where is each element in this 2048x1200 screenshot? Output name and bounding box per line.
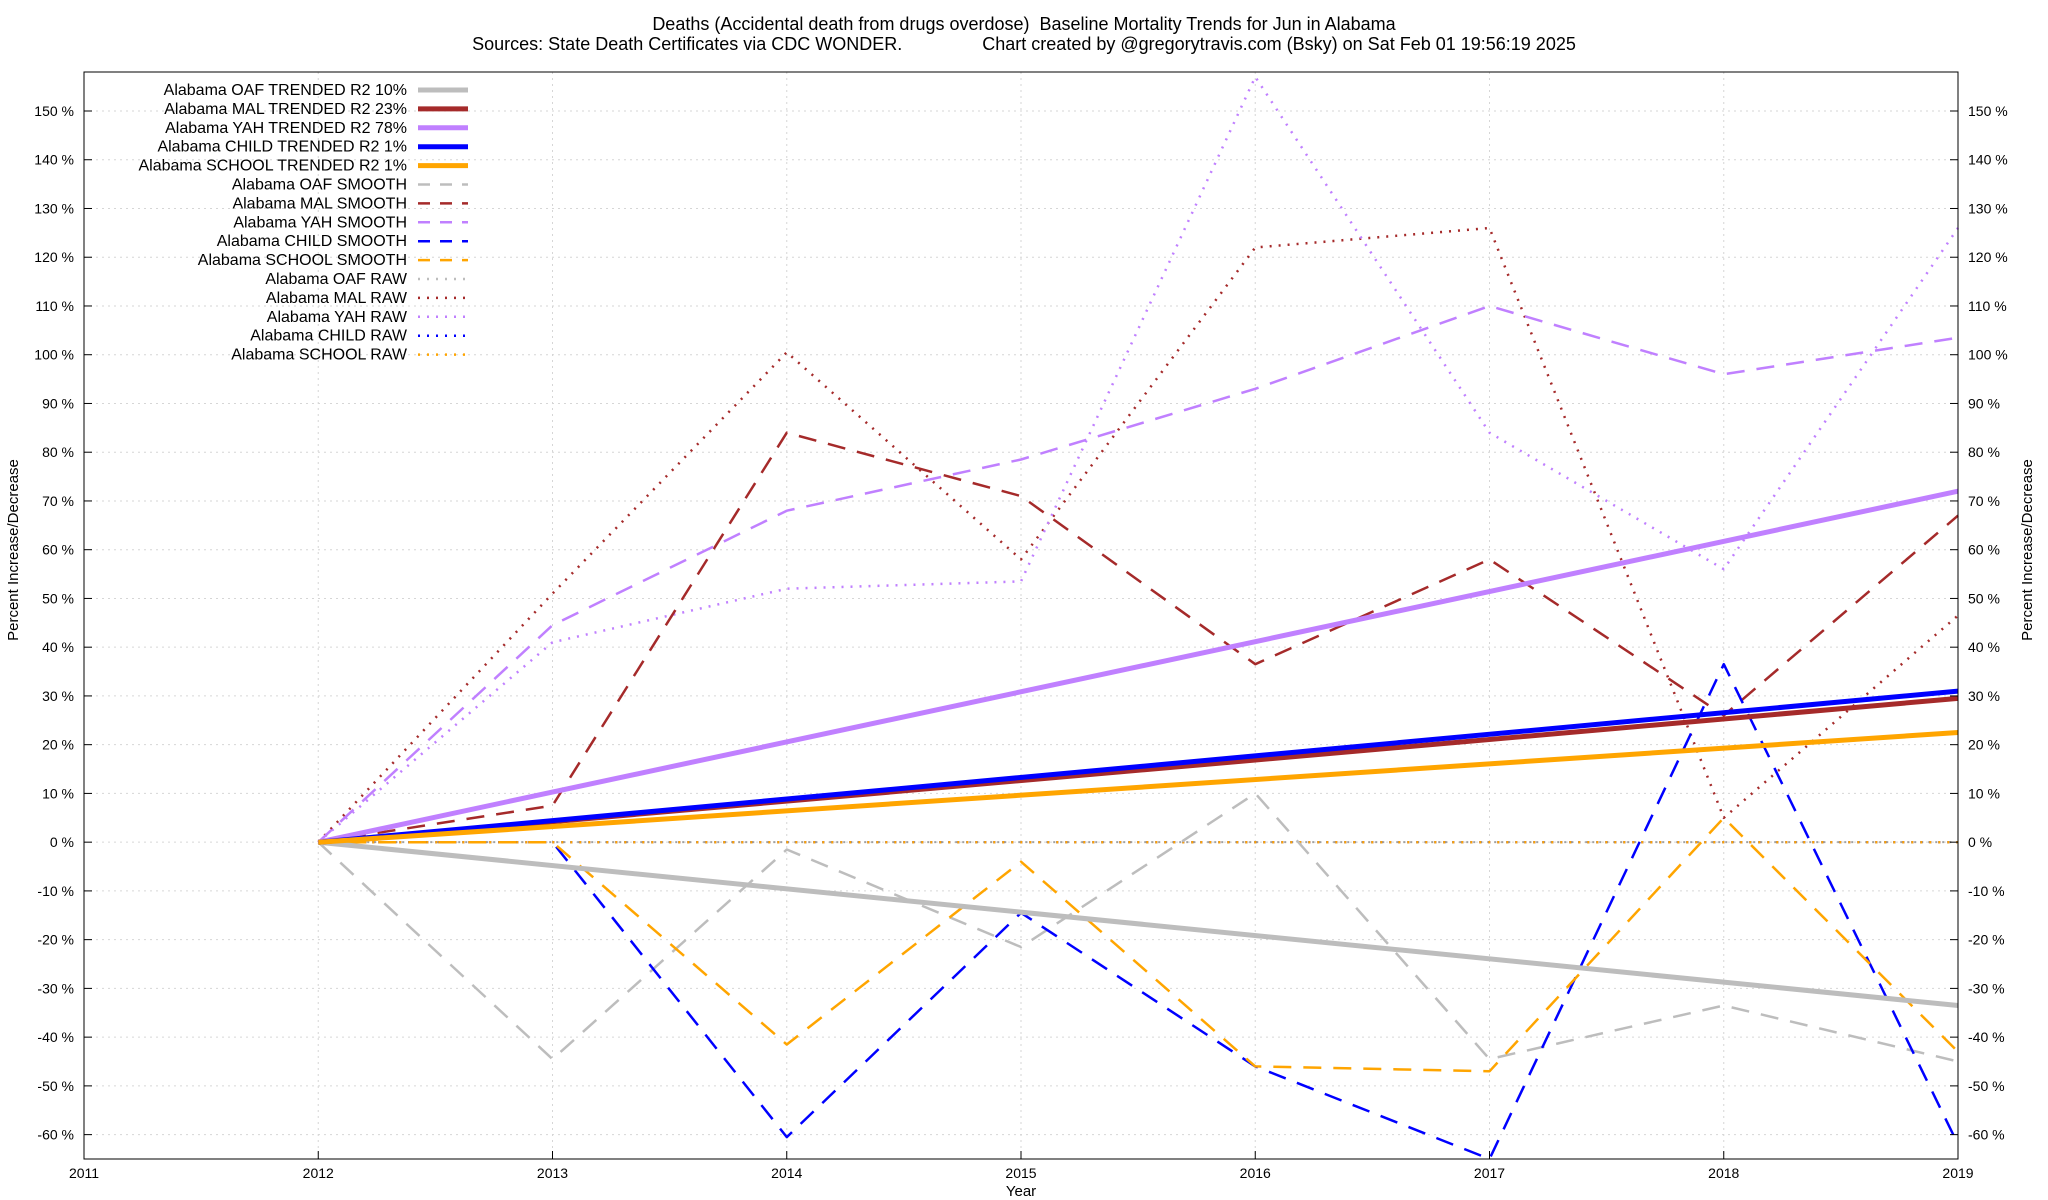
grid: [83, 72, 1959, 1159]
axis-ticks: -60 % -60 % -50 % -50 % -40 % -40 % -30 % -30 %…: [34, 103, 2007, 1181]
series-line-alabama-yah-smooth: [317, 304, 1959, 844]
y2-tick-label: 130 %: [1968, 200, 2008, 216]
y-tick-label: 110 %: [35, 298, 74, 314]
y2-tick-label: 60 %: [1968, 542, 2000, 558]
y-tick-label: -40 %: [37, 1029, 74, 1045]
y-tick-label: 130 %: [34, 200, 74, 216]
series-line-alabama-mal-raw: [317, 226, 1959, 844]
y-tick-label: 10 %: [42, 785, 74, 801]
series-line-alabama-school-trended-r2-1-: [318, 730, 1959, 845]
legend-label: Alabama OAF RAW: [265, 271, 408, 288]
chart-subtitle: Sources: State Death Certificates via CD…: [472, 34, 1576, 54]
y-tick-label: -30 %: [37, 980, 74, 996]
y-tick-label: 40 %: [42, 639, 74, 655]
legend-label: Alabama YAH SMOOTH: [233, 214, 407, 231]
y-tick-label: 100 %: [34, 347, 74, 363]
x-tick-label: 2015: [1005, 1165, 1036, 1181]
legend-label: Alabama CHILD SMOOTH: [217, 233, 407, 250]
legend-label: Alabama SCHOOL RAW: [231, 347, 408, 364]
y-tick-label: -20 %: [37, 932, 74, 948]
y-tick-label: 20 %: [42, 737, 74, 753]
y2-tick-label: 70 %: [1968, 493, 2000, 509]
y2-tick-label: -60 %: [1968, 1127, 2005, 1143]
legend-label: Alabama OAF TRENDED R2 10%: [164, 82, 407, 99]
series-line-alabama-yah-raw: [317, 75, 1960, 844]
series-line-alabama-school-smooth: [318, 816, 1959, 1073]
y2-tick-label: 150 %: [1968, 103, 2008, 119]
y2-tick-label: -40 %: [1968, 1029, 2005, 1045]
y2-tick-label: -30 %: [1968, 980, 2005, 996]
y2-tick-label: 20 %: [1968, 737, 2000, 753]
series-line-alabama-mal-smooth: [318, 431, 1959, 844]
x-tick-label: 2013: [537, 1165, 568, 1181]
y2-tick-label: 0 %: [1968, 834, 1992, 850]
x-tick-label: 2014: [771, 1165, 802, 1181]
legend-label: Alabama OAF SMOOTH: [232, 177, 407, 194]
x-tick-label: 2019: [1942, 1165, 1973, 1181]
y-tick-label: -50 %: [37, 1078, 74, 1094]
x-tick-label: 2016: [1240, 1165, 1271, 1181]
y2-tick-label: 120 %: [1968, 249, 2008, 265]
legend-label: Alabama YAH RAW: [267, 309, 408, 326]
y2-tick-label: 90 %: [1968, 395, 2000, 411]
legend-label: Alabama YAH TRENDED R2 78%: [165, 120, 407, 137]
y-tick-label: 30 %: [42, 688, 74, 704]
series-line-alabama-oaf-smooth: [317, 792, 1959, 1063]
legend: Alabama OAF TRENDED R2 10% Alabama MAL TR…: [138, 82, 468, 364]
legend-label: Alabama MAL RAW: [266, 290, 408, 307]
y2-tick-label: 40 %: [1968, 639, 2000, 655]
series-line-alabama-yah-trended-r2-78-: [317, 488, 1959, 845]
y2-axis-label: Percent Increase/Decrease: [2019, 459, 2036, 641]
legend-label: Alabama MAL TRENDED R2 23%: [164, 101, 407, 118]
x-tick-label: 2017: [1474, 1165, 1505, 1181]
series-line-alabama-child-trended-r2-1-: [318, 688, 1959, 845]
legend-label: Alabama CHILD RAW: [250, 328, 408, 345]
y2-tick-label: 140 %: [1968, 152, 2008, 168]
x-tick-label: 2011: [69, 1165, 99, 1181]
series-line-alabama-oaf-trended-r2-10-: [318, 839, 1959, 1008]
y2-tick-label: 80 %: [1968, 444, 2000, 460]
y-axis-label: Percent Increase/Decrease: [5, 459, 22, 641]
y2-tick-label: 50 %: [1968, 590, 2000, 606]
y-tick-label: 70 %: [42, 493, 74, 509]
y2-tick-label: 10 %: [1968, 785, 2000, 801]
y-tick-label: 140 %: [34, 152, 74, 168]
y-tick-label: 50 %: [42, 590, 74, 606]
y2-tick-label: 110 %: [1968, 298, 2007, 314]
y-tick-label: 0 %: [50, 834, 74, 850]
y-tick-label: 60 %: [42, 542, 74, 558]
x-tick-label: 2012: [303, 1165, 334, 1181]
series-lines: [317, 75, 1960, 1161]
legend-label: Alabama SCHOOL SMOOTH: [198, 252, 407, 269]
y-tick-label: 80 %: [42, 444, 74, 460]
legend-label: Alabama MAL SMOOTH: [232, 195, 407, 212]
y-tick-label: -10 %: [37, 883, 74, 899]
legend-label: Alabama CHILD TRENDED R2 1%: [157, 139, 407, 156]
series-line-alabama-child-smooth: [318, 662, 1960, 1161]
y-tick-label: 90 %: [42, 395, 74, 411]
y2-tick-label: -10 %: [1968, 883, 2005, 899]
y2-tick-label: -50 %: [1968, 1078, 2005, 1094]
legend-label: Alabama SCHOOL TRENDED R2 1%: [138, 158, 407, 175]
y-tick-label: -60 %: [37, 1127, 74, 1143]
y-tick-label: 120 %: [34, 249, 74, 265]
x-axis-label: Year: [1006, 1183, 1036, 1200]
y-tick-label: 150 %: [34, 103, 74, 119]
x-tick-label: 2018: [1708, 1165, 1739, 1181]
chart-title: Deaths (Accidental death from drugs over…: [652, 14, 1396, 34]
y2-tick-label: -20 %: [1968, 932, 2005, 948]
y2-tick-label: 30 %: [1968, 688, 2000, 704]
y2-tick-label: 100 %: [1968, 347, 2008, 363]
